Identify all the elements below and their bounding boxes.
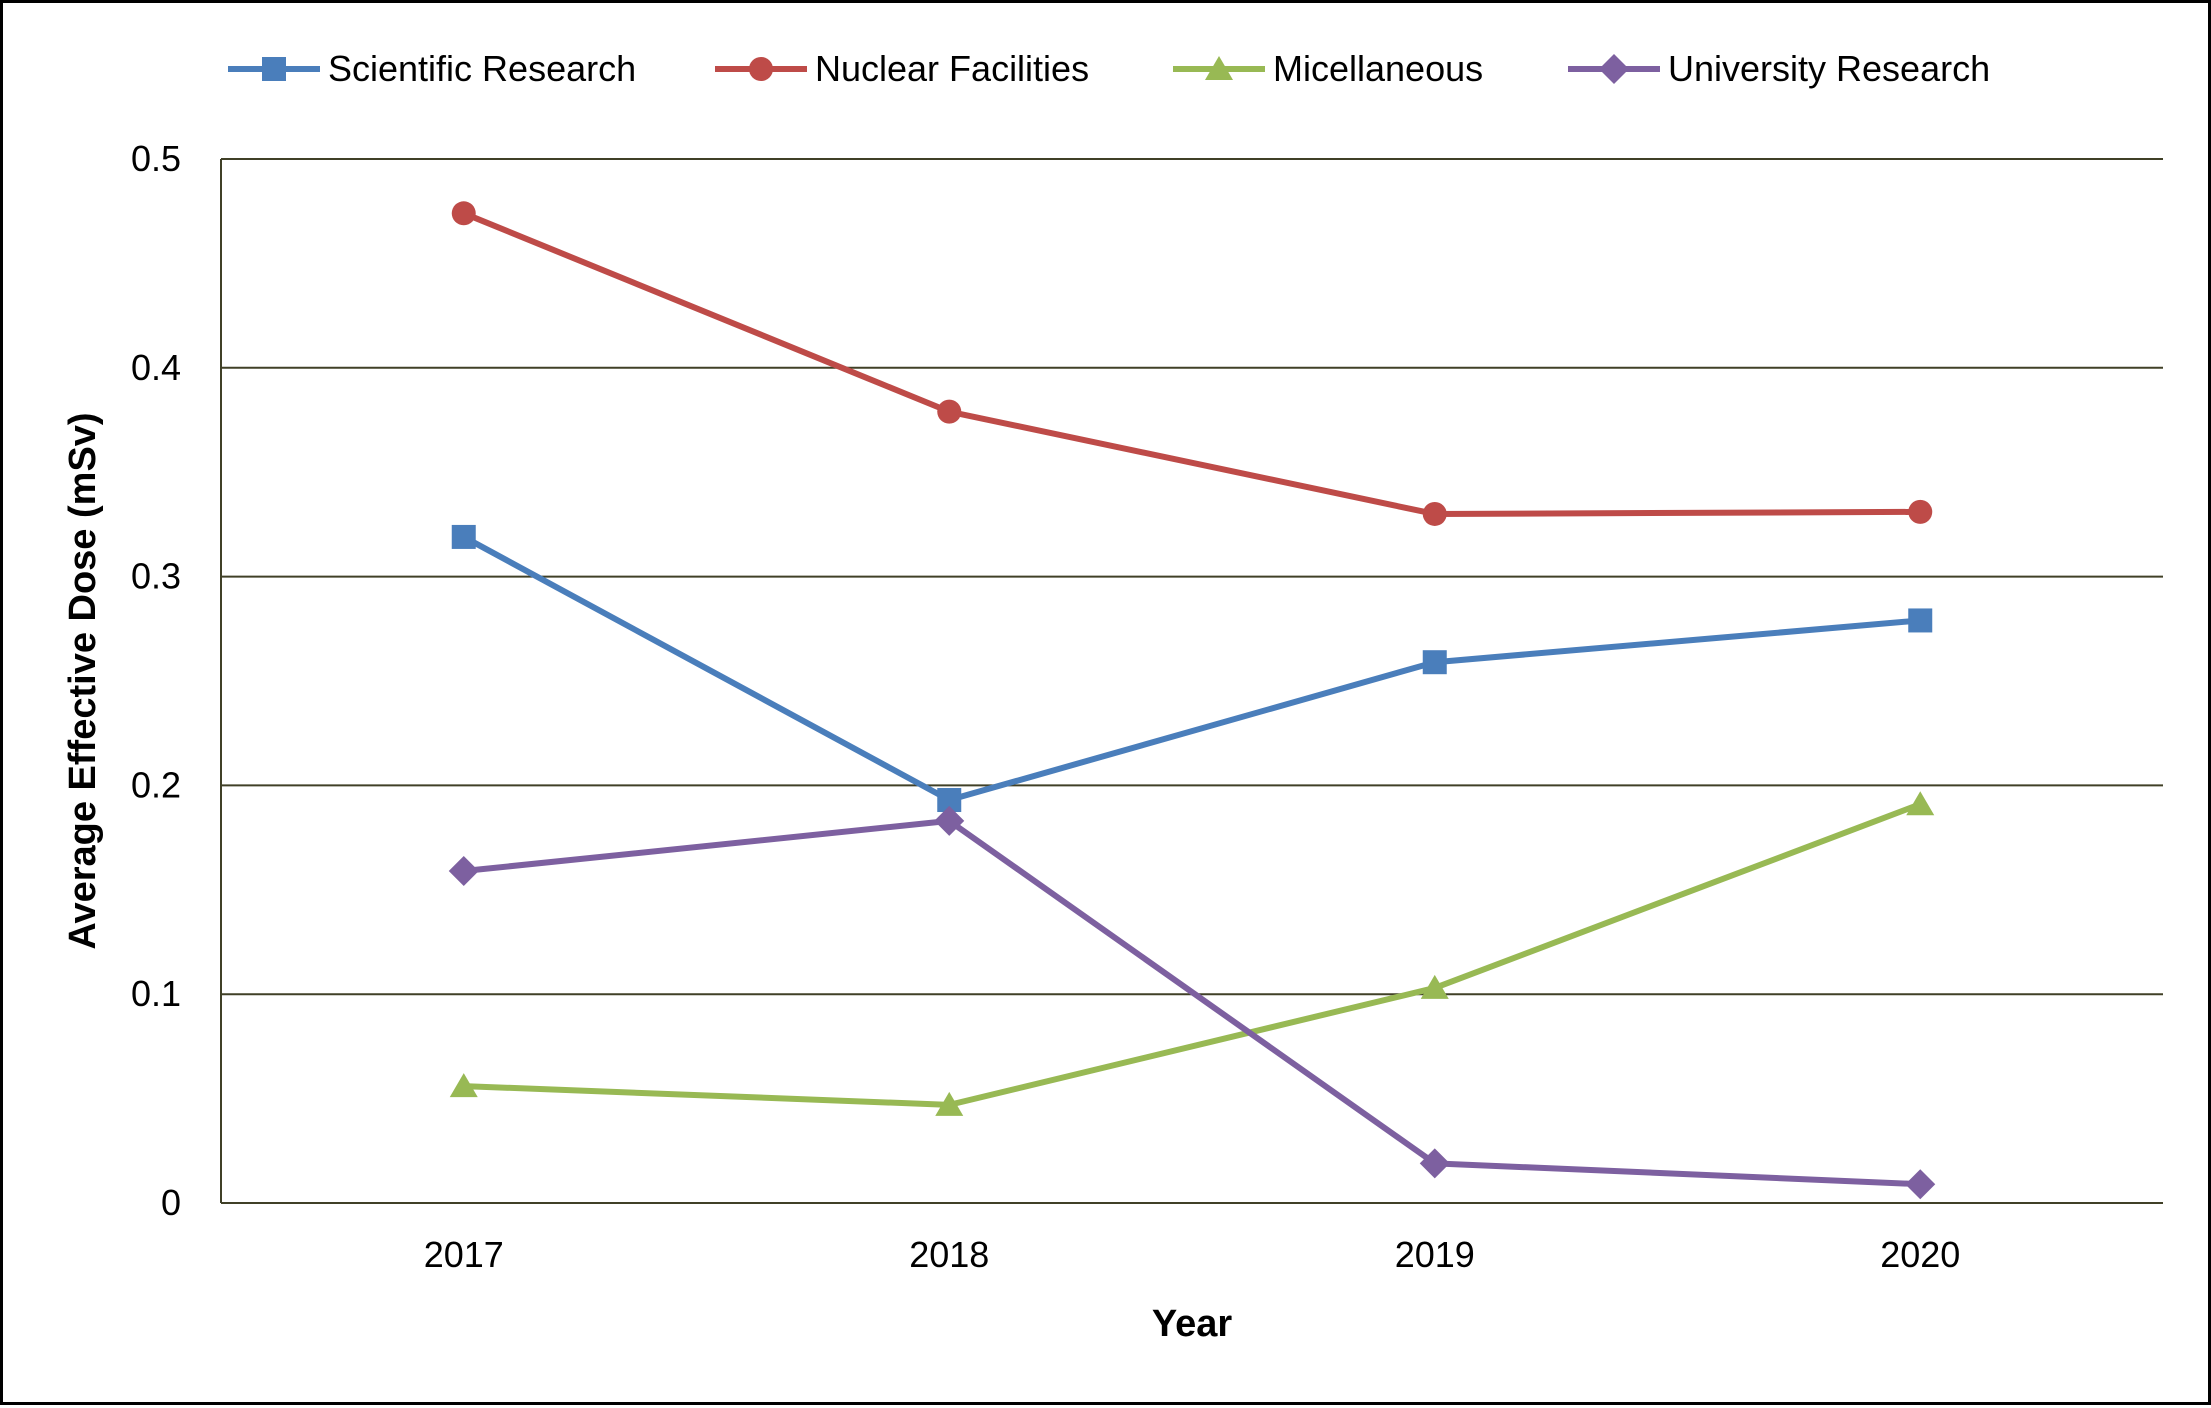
legend-label: University Research	[1668, 48, 1990, 89]
data-point-triangle	[935, 1091, 964, 1116]
data-point-triangle	[1420, 974, 1449, 999]
data-point-square	[1908, 608, 1933, 633]
line-chart: 0 0.1 0.2 0.3 0.4 0.5 2017 2018 2019 2020 Scienti…	[62, 48, 2163, 1345]
data-point-diamond	[934, 805, 965, 836]
data-point-triangle	[449, 1073, 478, 1098]
y-tick-label: 0.2	[131, 764, 181, 805]
series-scientific-research	[451, 524, 1933, 813]
data-point-square	[1422, 650, 1447, 675]
y-tick-label: 0.1	[131, 973, 181, 1014]
x-tick-label: 2019	[1395, 1234, 1475, 1275]
y-tick-label: 0.4	[131, 347, 181, 388]
legend-item: University Research	[1568, 48, 1990, 89]
legend-marker-triangle	[1205, 56, 1233, 80]
series-micellaneous	[449, 791, 1935, 1116]
x-axis-title: Year	[1152, 1303, 1233, 1345]
legend-label: Micellaneous	[1273, 48, 1483, 89]
series-nuclear-facilities	[451, 201, 1933, 526]
series-layer	[448, 201, 1936, 1200]
axis-layer: 0 0.1 0.2 0.3 0.4 0.5 2017 2018 2019 2020	[131, 138, 2163, 1275]
data-point-circle	[1908, 499, 1933, 524]
y-tick-label: 0.3	[131, 556, 181, 597]
legend-item: Micellaneous	[1173, 48, 1483, 89]
legend-marker-circle	[749, 57, 773, 81]
data-point-square	[451, 524, 476, 549]
series-line	[463, 801, 1922, 1108]
legend-item: Nuclear Facilities	[715, 48, 1089, 89]
series-line	[462, 210, 1921, 517]
legend: Scientific Research Nuclear Facilities Mic…	[228, 48, 1990, 89]
y-tick-label: 0.5	[131, 138, 181, 179]
y-tick-label: 0	[161, 1182, 181, 1223]
data-point-circle	[451, 201, 476, 226]
legend-label: Nuclear Facilities	[815, 48, 1089, 89]
legend-item: Scientific Research	[228, 48, 636, 89]
data-point-circle	[1422, 501, 1447, 526]
data-point-diamond	[448, 856, 479, 887]
data-point-circle	[937, 399, 962, 424]
series-university-research	[448, 805, 1936, 1200]
x-tick-label: 2020	[1880, 1234, 1960, 1275]
grid-layer	[221, 158, 2163, 996]
series-line	[463, 817, 1921, 1188]
legend-marker-square	[262, 57, 286, 81]
legend-label: Scientific Research	[328, 48, 636, 89]
data-point-diamond	[1905, 1169, 1936, 1200]
series-line	[462, 534, 1921, 804]
y-axis-title: Average Effective Dose (mSv)	[62, 412, 104, 949]
legend-marker-diamond	[1599, 54, 1629, 84]
x-tick-label: 2018	[909, 1234, 989, 1275]
x-tick-label: 2017	[424, 1234, 504, 1275]
data-point-triangle	[1906, 791, 1935, 816]
data-point-diamond	[1419, 1148, 1450, 1179]
